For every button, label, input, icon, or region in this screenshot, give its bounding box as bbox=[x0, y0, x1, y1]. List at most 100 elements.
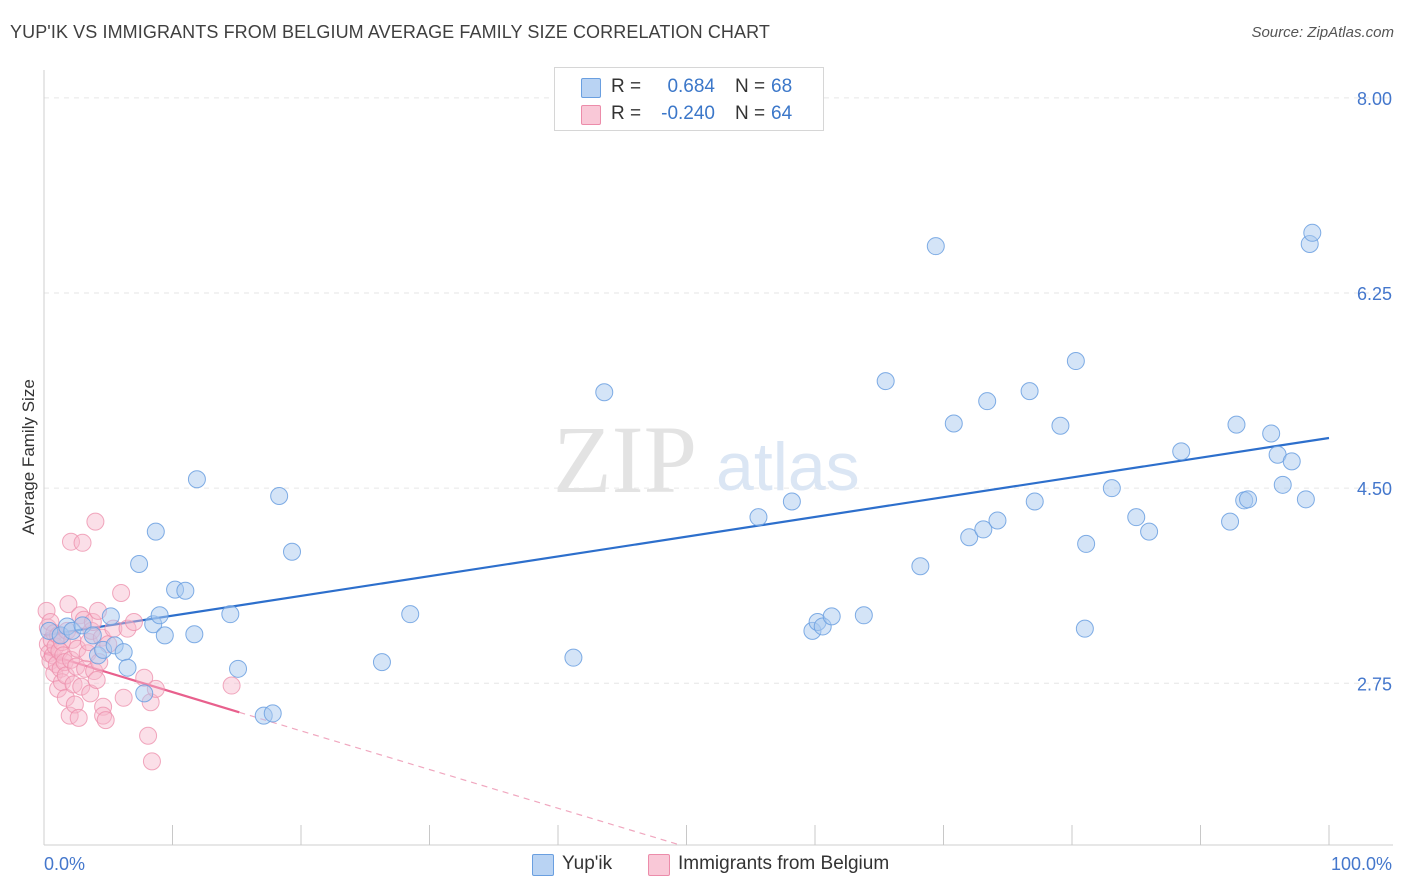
yupik-point bbox=[960, 528, 979, 547]
legend-n-label: N = bbox=[735, 103, 766, 124]
yupik-point bbox=[185, 625, 204, 644]
yupik-point bbox=[1262, 424, 1281, 443]
watermark: ZIP atlas bbox=[553, 406, 860, 513]
series-legend-label: Immigrants from Belgium bbox=[678, 853, 890, 874]
yupik-point bbox=[974, 520, 993, 539]
yupik-point bbox=[1066, 352, 1085, 371]
yupik-point bbox=[564, 648, 583, 667]
series-legend: Yup'ik Immigrants from Belgium bbox=[0, 852, 1406, 878]
axis-layer bbox=[43, 70, 1393, 846]
trend-layer bbox=[43, 436, 1330, 846]
legend-n-label: N = bbox=[735, 76, 766, 97]
y-tick-label: 6.25 bbox=[1357, 284, 1392, 304]
yupik-point bbox=[118, 658, 137, 677]
yupik-point bbox=[229, 659, 248, 678]
trendline-belgium-extension bbox=[239, 711, 681, 846]
yupik-point bbox=[283, 542, 302, 561]
belgium-point bbox=[87, 670, 106, 689]
belgium-point bbox=[124, 612, 143, 631]
yupik-point bbox=[135, 684, 154, 703]
series-legend-swatch-pink bbox=[648, 854, 670, 876]
series-legend-label: Yup'ik bbox=[562, 853, 613, 874]
yupik-point bbox=[822, 607, 841, 626]
yupik-point bbox=[83, 626, 102, 645]
yupik-point bbox=[595, 383, 614, 402]
yupik-point bbox=[1140, 522, 1159, 541]
yupik-point bbox=[1075, 619, 1094, 638]
yupik-point bbox=[1102, 479, 1121, 498]
belgium-point bbox=[114, 688, 133, 707]
legend-n-value: 68 bbox=[771, 76, 793, 97]
yupik-point bbox=[1303, 223, 1322, 242]
yupik-point bbox=[926, 237, 945, 256]
yupik-point bbox=[854, 606, 873, 625]
belgium-point bbox=[56, 688, 75, 707]
tick-label-layer: 2.75 4.50 6.25 8.00 0.0% 100.0% bbox=[44, 89, 1392, 874]
yupik-point bbox=[372, 653, 391, 672]
yupik-point bbox=[146, 522, 165, 541]
yupik-point bbox=[155, 626, 174, 645]
belgium-point bbox=[73, 533, 92, 552]
x-tick-label-min: 0.0% bbox=[44, 854, 85, 874]
yupik-point bbox=[114, 643, 133, 662]
yupik-point bbox=[1273, 475, 1292, 494]
yupik-point bbox=[401, 605, 420, 624]
belgium-point bbox=[68, 639, 87, 658]
belgium-point bbox=[61, 532, 80, 551]
belgium-point bbox=[69, 708, 88, 727]
yupik-point bbox=[1227, 415, 1246, 434]
y-axis-label: Average Family Size bbox=[19, 379, 38, 535]
legend-r-value: -0.240 bbox=[661, 103, 715, 124]
yupik-point bbox=[1025, 492, 1044, 511]
yupik-point bbox=[749, 508, 768, 527]
yupik-point bbox=[1127, 508, 1146, 527]
yupik-point bbox=[911, 557, 930, 576]
yupik-point bbox=[978, 392, 997, 411]
watermark-zip: ZIP bbox=[553, 406, 697, 513]
legend-r-label: R = bbox=[611, 76, 642, 97]
yupik-point bbox=[1296, 490, 1315, 509]
yupik-point bbox=[221, 605, 240, 624]
yupik-point bbox=[263, 704, 282, 723]
belgium-point bbox=[86, 512, 105, 531]
legend-r-label: R = bbox=[611, 103, 642, 124]
yupik-point bbox=[1282, 452, 1301, 471]
series-yupik-points bbox=[40, 223, 1322, 725]
yupik-point bbox=[988, 511, 1007, 530]
yupik-point bbox=[1020, 382, 1039, 401]
belgium-point bbox=[72, 677, 91, 696]
yupik-point bbox=[944, 414, 963, 433]
correlation-legend: R = 0.684 N = 68 R = -0.240 N = 64 bbox=[554, 67, 824, 131]
yupik-point bbox=[876, 372, 895, 391]
series-legend-swatch-blue bbox=[532, 854, 554, 876]
grid-layer bbox=[44, 97, 1389, 684]
y-tick-label: 2.75 bbox=[1357, 674, 1392, 694]
trendline-yupik bbox=[43, 436, 1330, 637]
yupik-point bbox=[130, 554, 149, 573]
legend-r-value: 0.684 bbox=[667, 76, 715, 97]
belgium-point bbox=[65, 695, 84, 714]
watermark-atlas: atlas bbox=[716, 429, 860, 505]
legend-swatch-pink bbox=[581, 105, 601, 125]
yupik-point bbox=[270, 486, 289, 505]
chart-title: YUP'IK VS IMMIGRANTS FROM BELGIUM AVERAG… bbox=[10, 22, 770, 42]
source-label: Source: ZipAtlas.com bbox=[1251, 24, 1394, 41]
x-tick-label-max: 100.0% bbox=[1331, 854, 1392, 874]
belgium-point bbox=[222, 676, 241, 695]
y-tick-label: 4.50 bbox=[1357, 479, 1392, 499]
series-belgium-points bbox=[37, 512, 241, 771]
trendline-belgium bbox=[43, 652, 240, 714]
belgium-point bbox=[59, 595, 78, 614]
yupik-point bbox=[1051, 416, 1070, 435]
legend-n-value: 64 bbox=[771, 103, 793, 124]
yupik-point bbox=[187, 470, 206, 489]
yupik-point bbox=[1221, 512, 1240, 531]
yupik-point bbox=[176, 581, 195, 600]
yupik-point bbox=[101, 607, 120, 626]
belgium-point bbox=[142, 752, 161, 771]
yupik-point bbox=[1239, 490, 1258, 509]
belgium-point bbox=[118, 619, 137, 638]
yupik-point bbox=[1172, 442, 1191, 461]
yupik-point bbox=[782, 492, 801, 511]
